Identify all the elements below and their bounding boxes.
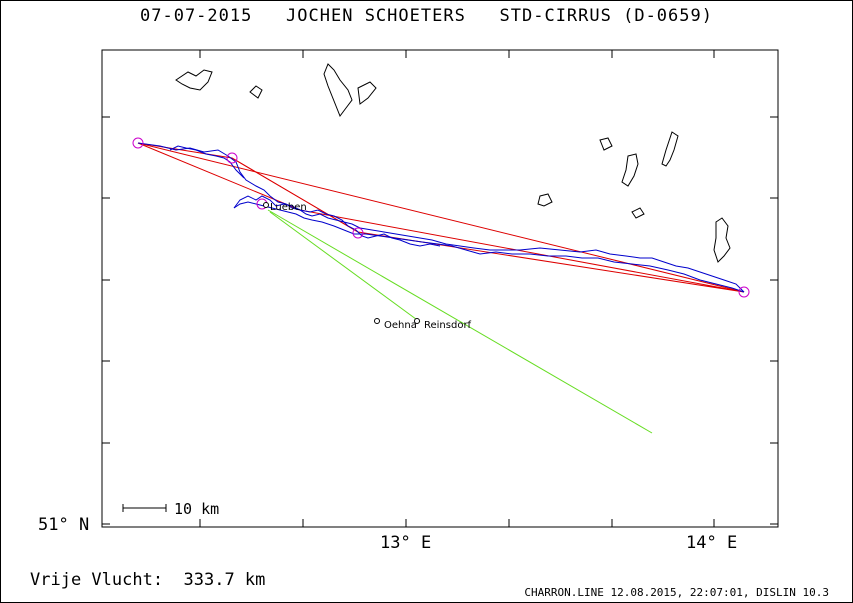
track-segment	[233, 201, 745, 293]
turnpoint-marker	[738, 286, 750, 298]
task-leg	[231, 157, 359, 233]
glide-line	[267, 209, 653, 434]
credit-line: CHARRON.LINE 12.08.2015, 22:07:01, DISLI…	[524, 586, 829, 599]
flight-distance: Vrije Vlucht: 333.7 km	[30, 570, 266, 590]
place-marker	[374, 318, 380, 324]
lake-outline	[661, 131, 679, 167]
axis-ticks	[102, 50, 778, 527]
flight-track	[137, 142, 745, 293]
place-label: Lueben	[270, 202, 307, 213]
lake-outline	[621, 153, 639, 187]
place-label: Reinsdorf	[424, 320, 472, 331]
lon-label-13: 13° E	[380, 533, 432, 553]
page-title: 07-07-2015 JOCHEN SCHOETERS STD-CIRRUS (…	[140, 6, 713, 26]
lake-outline	[249, 85, 263, 99]
lon-label-14: 14° E	[686, 533, 738, 553]
lake-outline	[713, 217, 731, 263]
lake-outline	[175, 69, 213, 91]
lake-outline	[631, 207, 645, 219]
lake-outlines	[175, 63, 731, 263]
turnpoint-marker	[352, 227, 364, 239]
place-marker	[414, 318, 420, 324]
lake-outline	[323, 63, 353, 118]
track-segment	[169, 145, 245, 179]
place-markers	[263, 202, 420, 324]
lat-label: 51° N	[38, 515, 90, 535]
glide-lines	[267, 209, 653, 434]
plot-frame	[101, 49, 779, 528]
place-marker	[263, 202, 269, 208]
task-leg	[137, 142, 745, 293]
glide-line	[269, 211, 421, 323]
lake-outline	[357, 81, 377, 105]
lake-outline	[537, 193, 553, 207]
turnpoint-marker	[226, 152, 238, 164]
track-segment	[233, 195, 441, 247]
task-legs	[137, 142, 745, 293]
scale-label: 10 km	[174, 500, 219, 518]
place-label: Oehna	[384, 320, 417, 331]
lake-outline	[599, 137, 613, 151]
place-labels: Lueben Oehna Reinsdorf	[270, 202, 472, 331]
turnpoint-marker	[132, 137, 144, 149]
scale-bar	[122, 504, 167, 512]
